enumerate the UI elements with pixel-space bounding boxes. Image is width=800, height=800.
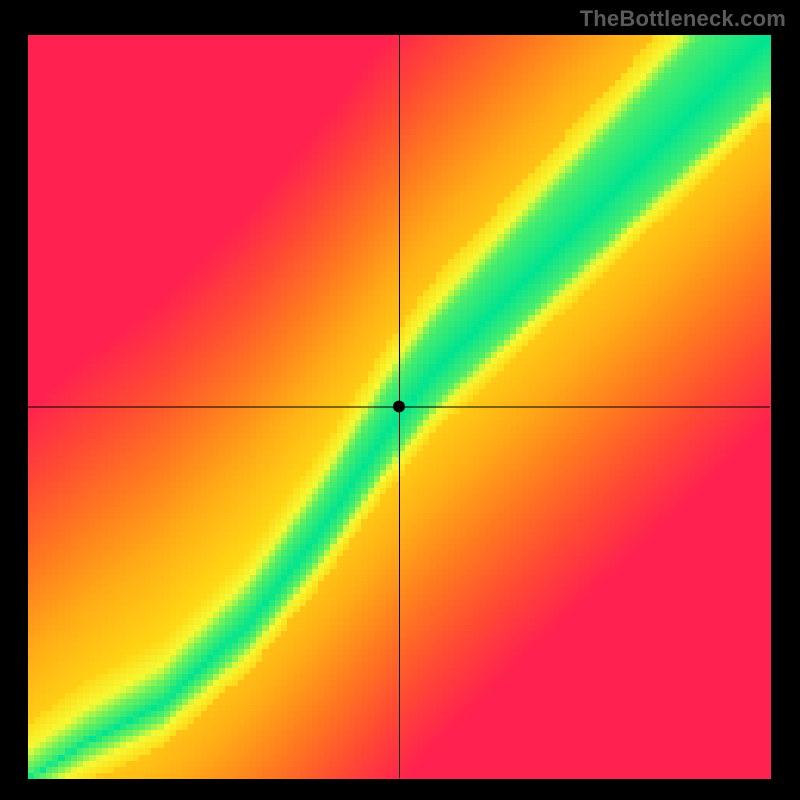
bottleneck-heatmap [0,0,800,800]
chart-container: TheBottleneck.com [0,0,800,800]
watermark-text: TheBottleneck.com [580,6,786,32]
